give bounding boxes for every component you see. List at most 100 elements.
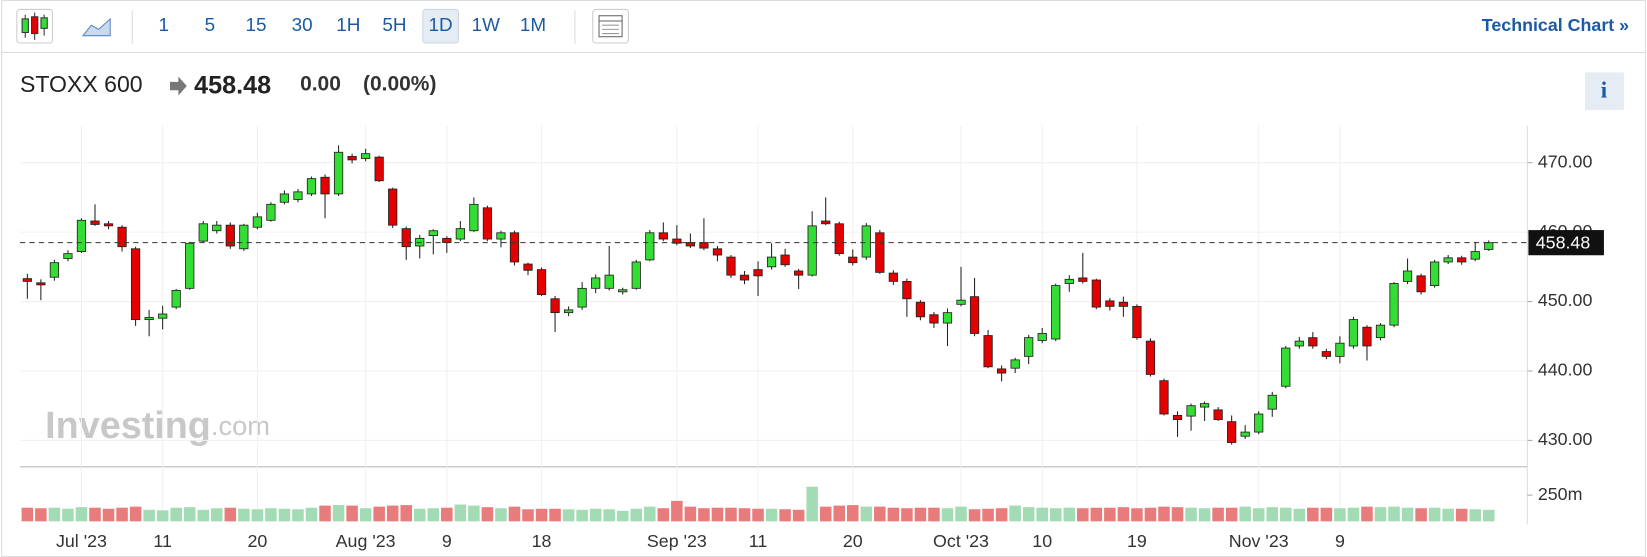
- last-price: 458.48: [194, 72, 271, 100]
- volume-bar: [1401, 507, 1414, 522]
- last-price-tag: [1528, 230, 1604, 256]
- interval-selected: [422, 8, 459, 44]
- price-change: 0.00: [300, 73, 341, 96]
- plot: Jul '23 11 20 Aug '23 9 18 Sep '23 11 20 Oct '23 1…: [19, 125, 1604, 551]
- interval-button[interactable]: 1M: [520, 15, 546, 36]
- candle-body: [1430, 261, 1440, 286]
- candle-body: [1213, 409, 1223, 420]
- candle-body: [185, 242, 195, 289]
- volume-bar: [1388, 506, 1400, 522]
- layout-icon[interactable]: [592, 8, 629, 44]
- volume-bar: [454, 504, 467, 522]
- volume-bar: [481, 507, 494, 522]
- volume-bar: [1320, 507, 1333, 522]
- volume-bar: [711, 507, 724, 522]
- candle-body: [834, 223, 844, 255]
- volume-bar: [1198, 508, 1211, 522]
- candle-body: [198, 223, 208, 242]
- interval-button[interactable]: 1W: [472, 15, 500, 36]
- x-tick-label: Sep '23: [647, 531, 707, 551]
- volume-bar: [914, 507, 927, 522]
- y-tick-label: 470.00: [1538, 151, 1593, 171]
- x-tick-label: 20: [247, 531, 267, 551]
- interval-button[interactable]: 1H: [336, 15, 360, 36]
- interval-button[interactable]: 1: [158, 15, 168, 36]
- volume-bar: [1347, 507, 1360, 522]
- volume-bar: [1185, 507, 1197, 522]
- candle-body: [1484, 242, 1494, 250]
- candle-body: [117, 226, 127, 248]
- volume-bar: [819, 506, 832, 522]
- info-button[interactable]: [1585, 72, 1624, 111]
- volume-bar: [738, 508, 751, 522]
- candle-body: [726, 256, 736, 276]
- volume-bar: [468, 505, 480, 522]
- interval-button[interactable]: 30: [292, 15, 313, 36]
- candle-body: [645, 232, 655, 261]
- interval-button[interactable]: 1D: [429, 15, 453, 36]
- area-icon[interactable]: [81, 17, 111, 37]
- volume-bar: [874, 506, 886, 522]
- volume-bar: [968, 509, 981, 522]
- candle-body: [320, 176, 330, 195]
- interval-button[interactable]: 15: [246, 15, 267, 36]
- candle-body: [794, 270, 804, 276]
- candle-body: [1348, 319, 1359, 347]
- candle-body: [469, 203, 479, 232]
- volume-bar: [1212, 507, 1224, 522]
- candle-body: [212, 224, 222, 232]
- volume-bar: [211, 508, 223, 522]
- volume-bar: [183, 507, 196, 522]
- volume-bar: [860, 506, 873, 522]
- candle-body: [969, 296, 980, 334]
- volume-bar: [319, 505, 331, 522]
- candle-body: [252, 216, 262, 228]
- candle-body: [712, 248, 723, 256]
- candle-body: [1145, 340, 1156, 375]
- volume-bar: [400, 505, 412, 522]
- volume-bar: [170, 507, 182, 522]
- volume-bar: [386, 505, 399, 522]
- candle-body: [455, 228, 465, 240]
- interval-button[interactable]: 5: [205, 15, 216, 36]
- candle-body: [1308, 337, 1318, 347]
- volume-bar: [928, 507, 940, 522]
- x-tick-label: 18: [532, 531, 552, 551]
- unchanged-arrow: [169, 76, 187, 96]
- volume-bar: [1415, 508, 1427, 522]
- volume-bar: [562, 509, 575, 522]
- technical-chart-link[interactable]: Technical Chart »: [1482, 15, 1629, 35]
- volume-bar: [1009, 505, 1021, 522]
- candle-body: [915, 301, 926, 318]
- candle-body: [1078, 277, 1088, 282]
- volume-bar: [995, 508, 1008, 522]
- last-price-tag-label: 458.48: [1536, 232, 1591, 252]
- candle-body: [49, 262, 60, 278]
- candle-icon[interactable]: [16, 8, 54, 44]
- volume-bar: [102, 508, 115, 522]
- volume-bar: [941, 508, 954, 522]
- candle-body: [753, 269, 763, 277]
- volume-bar: [1063, 507, 1076, 522]
- candle-body: [388, 188, 398, 226]
- volume-bar: [62, 508, 74, 522]
- candle-body: [103, 223, 114, 227]
- candle-body: [1199, 403, 1210, 408]
- volume-bar: [346, 505, 358, 522]
- info-icon[interactable]: i: [1601, 77, 1608, 103]
- volume-bar: [1022, 507, 1035, 522]
- volume-bar: [143, 509, 155, 522]
- volume-bar: [792, 509, 805, 522]
- volume-bar: [671, 500, 683, 522]
- volume-bar: [644, 506, 656, 522]
- volume-bar: [1077, 508, 1089, 522]
- candle-body: [347, 156, 357, 161]
- volume-bar: [833, 505, 846, 522]
- interval-button[interactable]: 5H: [382, 15, 406, 36]
- candle-body: [888, 272, 898, 282]
- candle-body: [22, 278, 32, 282]
- volume-bar: [278, 508, 291, 522]
- volume-bar: [1171, 507, 1184, 522]
- volume-bar: [156, 510, 169, 522]
